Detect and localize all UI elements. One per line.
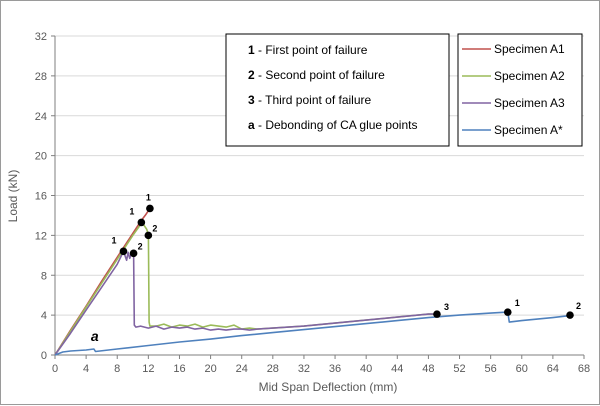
series-line-4	[54, 311, 571, 356]
y-tick-label: 12	[35, 230, 47, 242]
legend-label: Specimen A*	[494, 123, 563, 137]
failure-point-label: 1	[515, 298, 520, 308]
x-tick-label: 36	[329, 363, 341, 375]
x-tick-label: 16	[173, 363, 185, 375]
x-tick-label: 28	[267, 363, 279, 375]
legend-label: Specimen A1	[494, 42, 565, 56]
note-key: 2	[248, 68, 258, 82]
failure-point-marker	[129, 249, 138, 258]
y-axis-title: Load (kN)	[6, 170, 20, 223]
y-tick-label: 32	[35, 31, 47, 43]
legend: Specimen A1 Specimen A2 Specimen A3 Specime…	[457, 33, 583, 147]
note-line: 3 - Third point of failure	[248, 93, 372, 107]
x-tick-label: 32	[298, 363, 310, 375]
note-key: a	[248, 118, 258, 132]
y-tick-label: 0	[41, 350, 47, 362]
legend-label: Specimen A3	[494, 96, 565, 110]
x-tick-label: 0	[52, 363, 58, 375]
x-tick-label: 12	[142, 363, 154, 375]
legend-label: Specimen A2	[494, 69, 565, 83]
failure-point-marker	[503, 308, 512, 316]
failure-point-label: 2	[138, 241, 143, 251]
tick-labels: 0 4 8 12 16 20 24 28 32 36 40 44 48 52 56 60 64 680481216…	[35, 31, 590, 375]
failure-point-label: 1	[129, 206, 134, 216]
annotation-label: a	[91, 328, 99, 344]
failure-point-marker	[433, 310, 441, 318]
y-tick-label: 20	[35, 151, 47, 163]
note-description: - Second point of failure	[258, 68, 385, 82]
y-tick-label: 28	[35, 71, 47, 83]
y-tick-label: 8	[41, 270, 47, 282]
markers-group: 1 1 2 1 2 3 1 2 a	[91, 192, 581, 344]
x-tick-label: 24	[236, 363, 248, 375]
note-description: - Third point of failure	[258, 93, 371, 107]
failure-point-label: 2	[576, 301, 581, 311]
note-description: - Debonding of CA glue points	[258, 118, 417, 132]
x-tick-label: 60	[516, 363, 528, 375]
y-tick-label: 16	[35, 191, 47, 203]
failure-point-label: 3	[444, 302, 449, 312]
series-line-3	[54, 250, 437, 356]
note-line: a - Debonding of CA glue points	[248, 118, 417, 132]
x-tick-label: 48	[422, 363, 434, 375]
note-line: 2 - Second point of failure	[248, 68, 385, 82]
x-tick-label: 64	[547, 363, 559, 375]
x-tick-label: 44	[391, 363, 403, 375]
axes	[51, 35, 585, 359]
note-line: 1 - First point of failure	[248, 43, 368, 57]
failure-point-marker	[137, 218, 146, 227]
x-tick-label: 68	[578, 363, 590, 375]
failure-point-marker	[144, 231, 153, 240]
failure-point-marker	[566, 311, 574, 319]
legend-items: Specimen A1 Specimen A2 Specimen A3 Specime…	[462, 42, 565, 137]
x-tick-label: 52	[453, 363, 465, 375]
x-tick-label: 56	[485, 363, 497, 375]
y-tick-label: 24	[35, 111, 47, 123]
x-tick-label: 40	[360, 363, 372, 375]
failure-point-marker	[146, 204, 154, 213]
note-key: 1	[248, 43, 258, 57]
legend-border	[457, 33, 583, 147]
failure-point-label: 1	[146, 192, 151, 202]
note-key: 3	[248, 93, 258, 107]
note-description: - First point of failure	[258, 43, 368, 57]
failure-point-label: 1	[111, 235, 116, 245]
failure-point-label: 2	[152, 223, 157, 233]
x-tick-label: 20	[204, 363, 216, 375]
series-group	[54, 208, 571, 356]
y-tick-label: 4	[41, 310, 47, 322]
failure-point-marker	[119, 247, 128, 256]
notes-box-border	[225, 33, 450, 147]
x-tick-label: 4	[83, 363, 89, 375]
x-axis-title: Mid Span Deflection (mm)	[259, 380, 398, 394]
x-tick-label: 8	[114, 363, 120, 375]
